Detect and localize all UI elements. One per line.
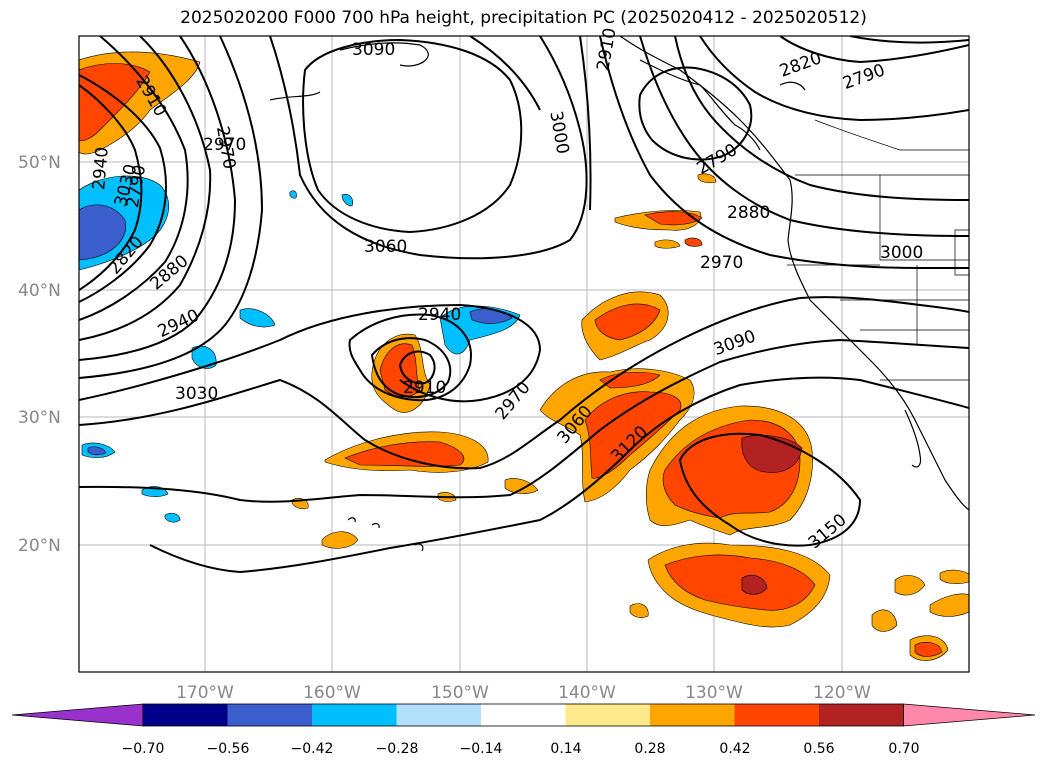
colorbar-segment [143, 704, 228, 726]
colorbar-outline [142, 703, 904, 727]
contour-label: 3090 [711, 326, 758, 360]
contour-label: 2910 [403, 378, 446, 398]
positive-precip-areas [79, 51, 969, 661]
lat-label: 40°N [18, 281, 61, 301]
contour-label: 3030 [175, 384, 218, 404]
gridlines [79, 36, 969, 672]
contour-label: 3000 [545, 110, 572, 156]
colorbar-tick: 0.42 [719, 741, 750, 757]
contour-label: 3000 [880, 243, 923, 263]
colorbar-tick: 0.56 [803, 741, 834, 757]
colorbar-segment [312, 704, 397, 726]
lon-label: 120°W [813, 683, 871, 703]
colorbar-tick: −0.14 [460, 741, 503, 757]
contour-label: 2910 [593, 26, 620, 72]
colorbar-extend-low [11, 703, 144, 727]
contour-label: 2970 [203, 135, 246, 155]
contour-label: 3090 [352, 40, 395, 60]
contour-label: 3060 [364, 237, 407, 257]
lon-label: 170°W [176, 683, 234, 703]
contour-label: 2880 [727, 203, 770, 223]
contour-label: 2790 [693, 140, 740, 179]
colorbar-tick: −0.70 [122, 741, 165, 757]
colorbar-tick: −0.28 [376, 741, 419, 757]
contour-label: 2940 [155, 306, 203, 342]
contour-label: 2970 [700, 253, 743, 273]
map-title: 2025020200 F000 700 hPa height, precipit… [180, 8, 867, 28]
colorbar-segment [734, 704, 820, 726]
height-contours [79, 36, 969, 574]
map-layers [79, 36, 969, 672]
lat-label: 50°N [18, 153, 61, 173]
lon-label: 150°W [431, 683, 489, 703]
lat-label: 20°N [18, 536, 61, 556]
lat-label: 30°N [18, 408, 61, 428]
contour-label: 2940 [418, 305, 461, 325]
colorbar-segment [481, 704, 566, 726]
colorbar [11, 703, 1036, 727]
colorbar-segment [227, 704, 313, 726]
contour-label: 2790 [840, 60, 887, 94]
negative-precip-areas [79, 175, 521, 523]
colorbar-segment [650, 704, 735, 726]
colorbar-tick: 0.28 [634, 741, 665, 757]
colorbar-ticks: −0.70 −0.56 −0.42 −0.28 −0.14 0.14 0.28 … [122, 741, 920, 757]
lon-label: 130°W [685, 683, 743, 703]
lon-label: 140°W [558, 683, 616, 703]
colorbar-tick: −0.42 [291, 741, 334, 757]
colorbar-extend-high [903, 703, 1036, 727]
colorbar-tick: −0.56 [207, 741, 250, 757]
colorbar-segment [396, 704, 482, 726]
plot-frame [78, 35, 970, 673]
latitude-labels: 50°N 40°N 30°N 20°N [18, 153, 61, 556]
longitude-labels: 170°W 160°W 150°W 140°W 130°W 120°W [176, 683, 871, 703]
lon-label: 160°W [303, 683, 361, 703]
borders [787, 119, 969, 381]
contour-label: 2940 [89, 146, 113, 191]
colorbar-segment [819, 704, 904, 726]
colorbar-tick: 0.14 [550, 741, 581, 757]
colorbar-tick: 0.70 [888, 741, 919, 757]
contour-label: 2820 [777, 48, 824, 82]
colorbar-segment [565, 704, 651, 726]
